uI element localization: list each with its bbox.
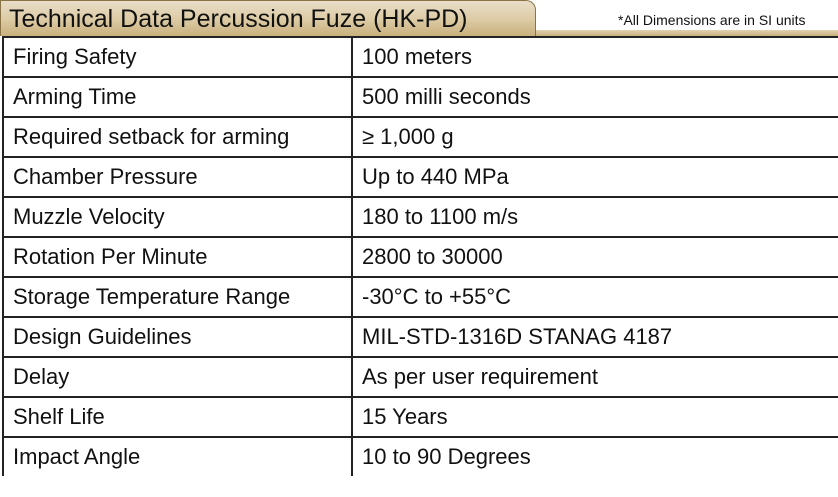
row-label: Chamber Pressure <box>2 156 353 198</box>
page-title: Technical Data Percussion Fuze (HK-PD) <box>9 5 468 33</box>
row-value: ≥ 1,000 g <box>351 116 838 158</box>
row-value: 500 milli seconds <box>351 76 838 118</box>
title-tab: Technical Data Percussion Fuze (HK-PD) <box>0 0 536 36</box>
row-value: 100 meters <box>351 36 838 78</box>
table-row: Required setback for arming ≥ 1,000 g <box>2 116 838 158</box>
row-label: Firing Safety <box>2 36 353 78</box>
units-note: *All Dimensions are in SI units <box>618 12 806 28</box>
row-value: 10 to 90 Degrees <box>351 436 838 476</box>
row-label: Shelf Life <box>2 396 353 438</box>
row-value: 2800 to 30000 <box>351 236 838 278</box>
row-label: Muzzle Velocity <box>2 196 353 238</box>
row-label: Required setback for arming <box>2 116 353 158</box>
table-row: Storage Temperature Range -30°C to +55°C <box>2 276 838 318</box>
header-divider <box>536 30 838 36</box>
technical-data-table: Firing Safety 100 meters Arming Time 500… <box>2 36 838 476</box>
table-row: Arming Time 500 milli seconds <box>2 76 838 118</box>
row-label: Design Guidelines <box>2 316 353 358</box>
row-value: -30°C to +55°C <box>351 276 838 318</box>
row-value: 180 to 1100 m/s <box>351 196 838 238</box>
row-value: MIL-STD-1316D STANAG 4187 <box>351 316 838 358</box>
row-label: Delay <box>2 356 353 398</box>
header-bar: Technical Data Percussion Fuze (HK-PD) *… <box>0 0 838 38</box>
table-row: Shelf Life 15 Years <box>2 396 838 438</box>
table-row: Chamber Pressure Up to 440 MPa <box>2 156 838 198</box>
table-row: Impact Angle 10 to 90 Degrees <box>2 436 838 476</box>
row-value: As per user requirement <box>351 356 838 398</box>
row-label: Storage Temperature Range <box>2 276 353 318</box>
row-label: Arming Time <box>2 76 353 118</box>
table-row: Rotation Per Minute 2800 to 30000 <box>2 236 838 278</box>
table-row: Firing Safety 100 meters <box>2 36 838 78</box>
row-label: Impact Angle <box>2 436 353 476</box>
table-row: Muzzle Velocity 180 to 1100 m/s <box>2 196 838 238</box>
table-row: Design Guidelines MIL-STD-1316D STANAG 4… <box>2 316 838 358</box>
table-row: Delay As per user requirement <box>2 356 838 398</box>
row-label: Rotation Per Minute <box>2 236 353 278</box>
row-value: 15 Years <box>351 396 838 438</box>
row-value: Up to 440 MPa <box>351 156 838 198</box>
